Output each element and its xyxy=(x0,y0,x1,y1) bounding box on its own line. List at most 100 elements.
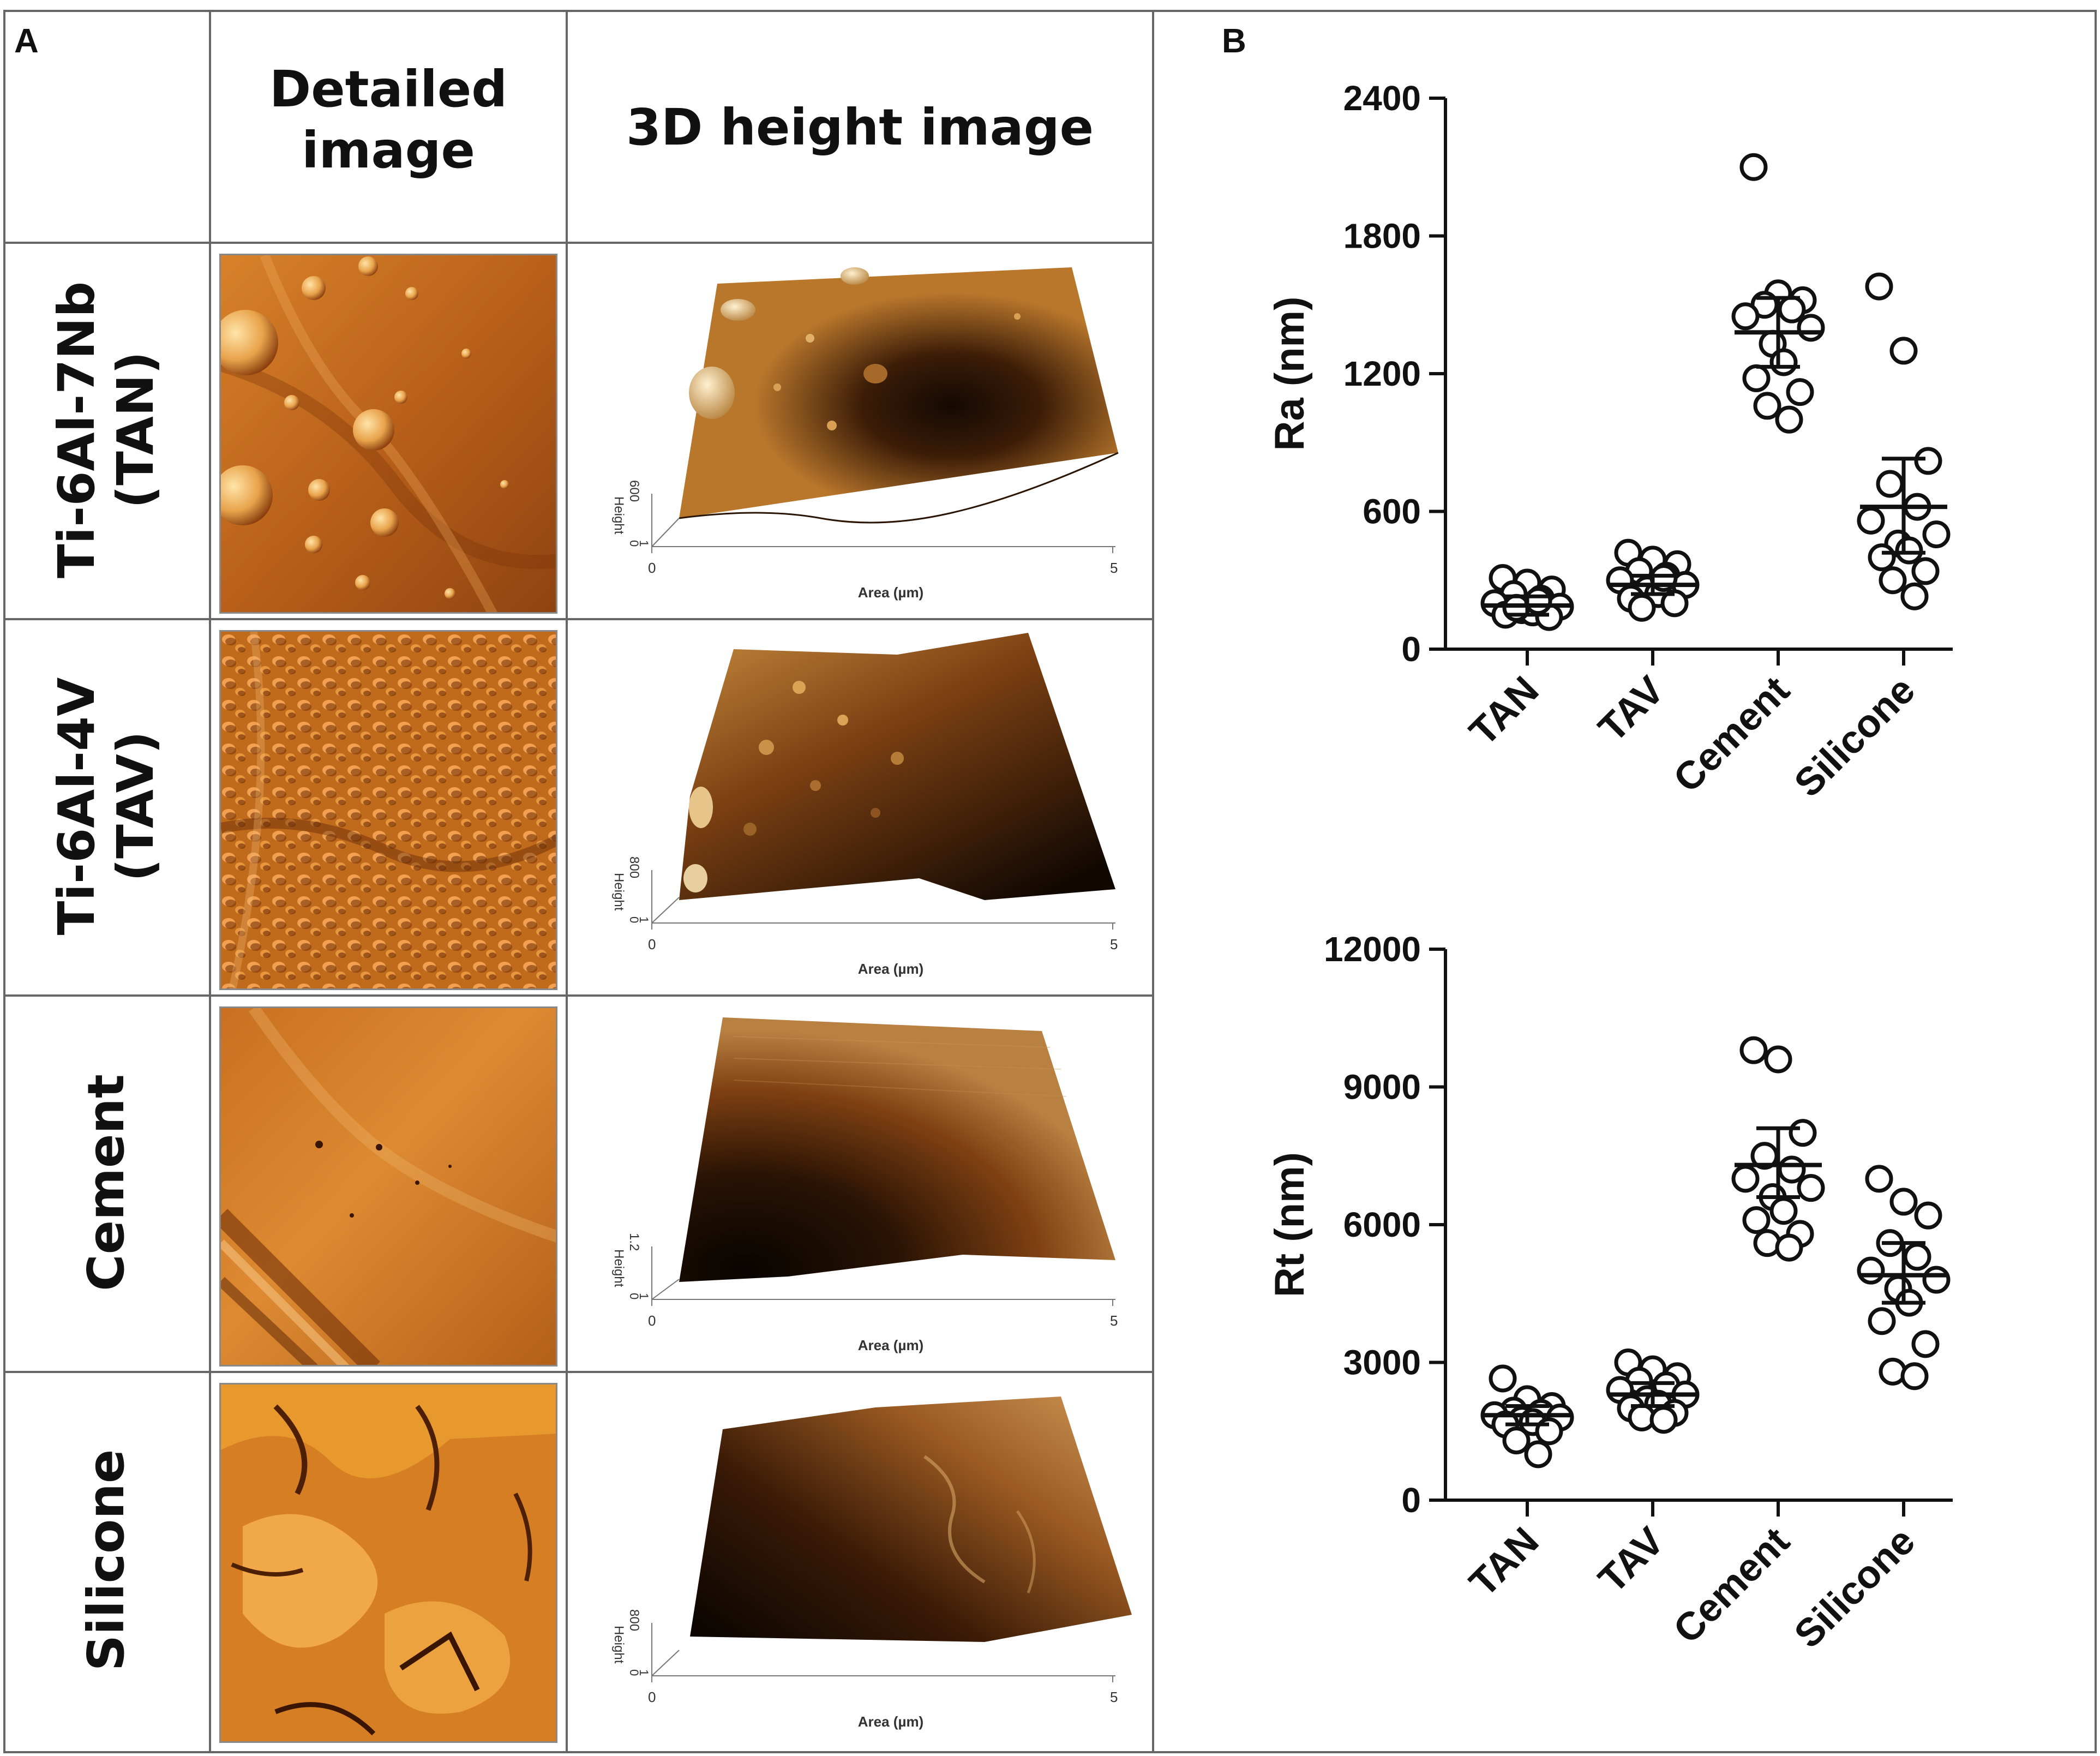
x-tick-label: Cement xyxy=(1665,1519,1798,1652)
area-axis-label: Area (µm) xyxy=(858,961,923,977)
x-tick-label: TAV xyxy=(1590,668,1672,751)
area-axis-label: Area (µm) xyxy=(858,584,923,601)
data-point xyxy=(1797,1174,1825,1202)
y-tick-label: 1200 xyxy=(1343,354,1421,393)
data-point xyxy=(1914,1201,1942,1230)
area-axis-zero: 0 xyxy=(648,1689,656,1705)
height-axis-zero: 0 xyxy=(627,540,641,547)
height-axis-tick: 1.2 xyxy=(627,1233,641,1251)
height-axis-label: Height xyxy=(611,1249,626,1287)
area-axis-five: 5 xyxy=(1110,1689,1118,1705)
y-tick-label: 0 xyxy=(1401,1481,1421,1520)
data-point xyxy=(1775,1233,1803,1262)
x-tick-label: Silicone xyxy=(1786,668,1924,806)
y-axis-label: Rt (nm) xyxy=(1267,1152,1313,1297)
data-point xyxy=(1778,1155,1806,1184)
data-point xyxy=(1922,1266,1951,1294)
panel-b-label: B xyxy=(1222,22,1246,60)
row-label-line: Ti-6Al-7Nb xyxy=(47,281,106,579)
x-tick-label: TAN xyxy=(1461,1519,1547,1605)
column-header-line: 3D height image xyxy=(626,98,1094,157)
data-point xyxy=(1868,1307,1896,1335)
data-point xyxy=(1660,589,1689,618)
panel-a-label: A xyxy=(14,22,39,60)
column-header-3d: 3D height image xyxy=(568,97,1152,158)
height-axis-tick: 600 xyxy=(627,480,641,502)
x-tick-label: TAV xyxy=(1590,1519,1672,1602)
row-label-line: (TAN) xyxy=(106,351,165,508)
data-point xyxy=(1731,1165,1760,1193)
column-header-line: image xyxy=(302,121,475,179)
data-point xyxy=(1778,295,1806,323)
height-axis-one: 1 xyxy=(637,1293,651,1299)
area-axis-five: 5 xyxy=(1110,936,1118,952)
area-axis-zero: 0 xyxy=(648,560,656,576)
data-point xyxy=(1876,470,1904,498)
data-point xyxy=(1911,1330,1940,1358)
column-header-line: Detailed xyxy=(269,60,508,118)
height-axis-label: Height xyxy=(611,496,626,535)
y-tick-label: 600 xyxy=(1363,492,1421,531)
grid-line xyxy=(3,994,1153,997)
data-point xyxy=(1739,1036,1768,1064)
data-point xyxy=(1731,302,1760,331)
data-point xyxy=(1879,566,1907,595)
data-point xyxy=(1914,447,1942,475)
data-point xyxy=(1857,1256,1885,1285)
row-label-tan: Ti-6Al-7Nb (TAN) xyxy=(47,281,165,578)
rt-scatter-chart: 0 3000 6000 9000 12000 Rt (nm) TAN TAVCementSil… xyxy=(1267,930,1953,1657)
data-point xyxy=(1742,1206,1771,1234)
height-axis-zero: 0 xyxy=(627,916,641,923)
grid-line xyxy=(209,10,211,1753)
data-point xyxy=(1753,392,1781,420)
figure-frame xyxy=(3,10,2097,1753)
y-axis-label: Ra (nm) xyxy=(1267,297,1313,451)
height-axis-tick: 800 xyxy=(627,856,641,878)
data-point xyxy=(1524,1440,1552,1469)
height-axis-one: 1 xyxy=(637,540,651,547)
area-axis-label: Area (µm) xyxy=(858,1713,923,1730)
data-point xyxy=(1865,1165,1893,1193)
afm-3d-height-cement: 1.2 Height 0 1 0 5 Area (µm) xyxy=(611,1017,1118,1353)
area-axis-label: Area (µm) xyxy=(858,1337,923,1353)
height-axis-one: 1 xyxy=(637,916,651,923)
data-point xyxy=(1895,536,1923,565)
data-point xyxy=(1903,1243,1931,1271)
y-tick-label: 9000 xyxy=(1343,1068,1421,1107)
ra-scatter-chart: 0 600 1200 1800 2400 Ra (nm) TAN TAVCementSilic… xyxy=(1267,79,1953,806)
data-point xyxy=(1739,153,1768,181)
area-axis-five: 5 xyxy=(1110,560,1118,576)
afm-detail-image-tav xyxy=(219,630,557,990)
y-tick-label: 3000 xyxy=(1343,1343,1421,1382)
row-label-tav: Ti-6Al-4V (TAV) xyxy=(47,678,165,936)
data-point xyxy=(1524,587,1552,615)
row-label-line: Cement xyxy=(77,1074,135,1291)
height-axis-zero: 0 xyxy=(627,1293,641,1299)
data-point xyxy=(1769,1197,1798,1225)
area-axis-zero: 0 xyxy=(648,936,656,952)
x-tick-label: Cement xyxy=(1665,668,1798,801)
height-axis-tick: 800 xyxy=(627,1609,641,1631)
grid-line xyxy=(3,242,1153,244)
grid-line xyxy=(3,1371,1153,1373)
y-tick-label: 1800 xyxy=(1343,217,1421,256)
data-point xyxy=(1889,1188,1918,1216)
afm-detail-image-cement xyxy=(219,1006,557,1367)
row-label-line: (TAV) xyxy=(106,731,165,882)
row-label-silicone: Silicone xyxy=(77,1449,136,1671)
area-axis-five: 5 xyxy=(1110,1312,1118,1329)
grid-line xyxy=(566,10,568,1753)
height-axis-label: Height xyxy=(611,1626,626,1664)
afm-3d-height-silicone: 800 Height 0 1 0 5 Area (µm) xyxy=(611,1397,1132,1730)
row-label-line: Silicone xyxy=(77,1449,135,1671)
data-point xyxy=(1911,557,1940,585)
x-tick-label: TAN xyxy=(1461,668,1547,754)
height-axis-label: Height xyxy=(611,873,626,911)
height-axis-one: 1 xyxy=(637,1669,651,1676)
y-tick-label: 2400 xyxy=(1343,79,1421,118)
data-point xyxy=(1900,1362,1929,1391)
y-tick-label: 12000 xyxy=(1324,930,1421,969)
data-point xyxy=(1628,594,1656,622)
data-point xyxy=(1865,272,1893,301)
data-point xyxy=(1649,1406,1678,1434)
